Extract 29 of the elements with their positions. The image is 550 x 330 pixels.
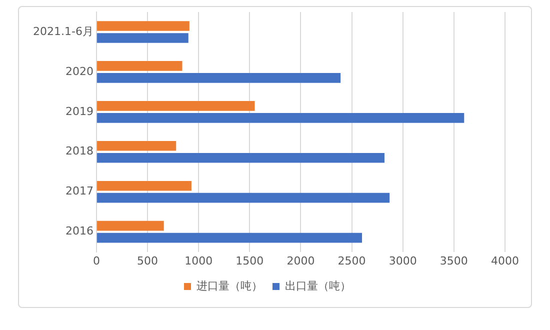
bar [96, 192, 390, 203]
y-tick-label: 2021.1-6月 [32, 24, 94, 38]
bar [96, 33, 188, 43]
y-tick-label: 2017 [65, 184, 94, 198]
bar [96, 140, 176, 151]
y-tick-label: 2016 [65, 224, 94, 238]
x-tick-label: 0 [92, 254, 100, 268]
x-tick-label: 4000 [491, 254, 519, 268]
bar [96, 61, 182, 71]
x-tick-label: 3500 [440, 254, 468, 268]
x-tick-label: 2500 [338, 254, 366, 268]
bar [96, 101, 255, 111]
x-tick-label: 1500 [236, 254, 264, 268]
x-tick-label: 3000 [388, 254, 417, 268]
y-tick-label: 2019 [65, 104, 94, 118]
y-tick-label: 2018 [65, 144, 94, 158]
bar [96, 21, 190, 31]
legend-label: 进口量（吨） [196, 279, 262, 292]
bar [96, 112, 464, 123]
y-tick-label: 2020 [65, 64, 94, 78]
x-tick-label: 1000 [184, 254, 213, 268]
bar [96, 73, 341, 83]
bar [96, 180, 192, 191]
bar [96, 232, 362, 243]
legend-label: 出口量（吨） [285, 279, 351, 292]
x-tick-label: 500 [137, 254, 158, 268]
x-tick-label: 2000 [286, 254, 315, 268]
bar [96, 152, 384, 163]
bar [96, 220, 164, 231]
